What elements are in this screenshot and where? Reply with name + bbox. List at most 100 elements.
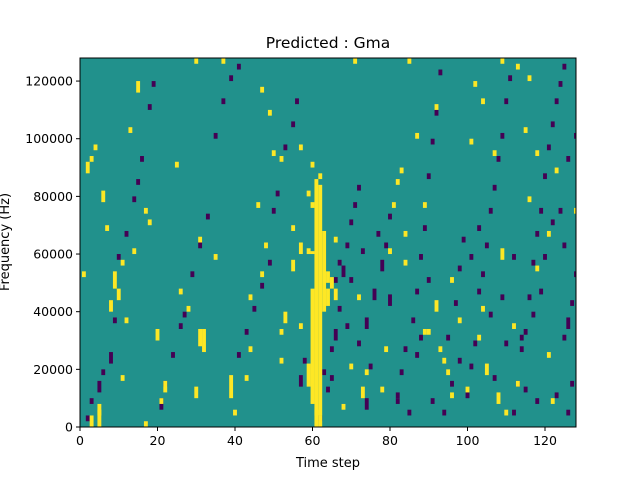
heatmap-cell-low xyxy=(244,328,249,335)
heatmap-cell-high xyxy=(310,202,315,208)
heatmap-cell-low xyxy=(546,144,551,151)
heatmap-cell-low xyxy=(469,254,474,260)
heatmap-cell-low xyxy=(543,254,547,260)
heatmap-cell-low xyxy=(395,392,400,399)
heatmap-cell-low xyxy=(523,328,528,335)
heatmap-cell-low xyxy=(407,409,412,416)
heatmap-cell-high xyxy=(93,144,98,151)
heatmap-cell-high xyxy=(120,259,125,266)
heatmap-cell-high xyxy=(481,305,485,312)
heatmap-cell-low xyxy=(388,213,392,220)
heatmap-cell-low xyxy=(419,254,423,260)
heatmap-cell-high xyxy=(512,323,516,329)
heatmap-cell-high xyxy=(469,138,474,145)
heatmap-cell-high xyxy=(360,386,365,399)
heatmap-cell-high xyxy=(310,161,315,168)
heatmap-cell-low xyxy=(531,311,536,318)
heatmap-cell-low xyxy=(326,386,330,393)
heatmap-cell-low xyxy=(360,248,365,255)
heatmap-cell-low xyxy=(457,265,462,272)
heatmap-cell-low xyxy=(101,369,106,376)
x-tick-label: 0 xyxy=(76,433,84,448)
heatmap-cell-high xyxy=(399,167,404,174)
heatmap-cell-low xyxy=(558,81,563,87)
heatmap-cell-low xyxy=(109,352,113,364)
heatmap-cell-low xyxy=(535,230,540,237)
heatmap-cell-high xyxy=(496,392,501,404)
heatmap-cell-high xyxy=(248,346,253,353)
heatmap-cell-high xyxy=(322,230,327,312)
heatmap-cell-high xyxy=(318,173,323,180)
heatmap-cell-low xyxy=(132,196,137,203)
y-axis-ticks: 0 20000 40000 60000 80000 100000 120000 xyxy=(25,74,80,435)
heatmap-cell-high xyxy=(438,346,443,353)
y-tick-label: 40000 xyxy=(33,304,73,319)
heatmap-cell-high xyxy=(267,109,272,116)
heatmap-cell-low xyxy=(434,109,439,116)
heatmap-cell-low xyxy=(550,219,555,226)
heatmap-cell-low xyxy=(473,340,478,347)
heatmap-cell-low xyxy=(426,173,431,180)
heatmap-cell-high xyxy=(155,328,160,341)
heatmap-cell-high xyxy=(349,363,354,370)
heatmap-cell-low xyxy=(213,132,218,139)
heatmap-cell-low xyxy=(140,156,144,162)
heatmap-cell-low xyxy=(461,236,466,243)
heatmap-cell-high xyxy=(116,288,121,301)
heatmap-cell-low xyxy=(368,363,373,370)
heatmap-cell-low xyxy=(345,242,350,249)
heatmap-cell-low xyxy=(574,271,576,278)
heatmap-cell-low xyxy=(229,75,234,82)
heatmap-cell-low xyxy=(477,225,482,231)
heatmap-cell-low xyxy=(388,294,392,306)
heatmap-cell-low xyxy=(492,375,497,381)
heatmap-cell-low xyxy=(419,334,423,341)
heatmap-cell-low xyxy=(333,328,338,341)
y-tick-label: 20000 xyxy=(33,362,73,377)
heatmap-cell-low xyxy=(488,311,493,318)
heatmap-cell-low xyxy=(151,81,156,87)
heatmap-cell-high xyxy=(314,409,319,427)
heatmap-cell-high xyxy=(298,323,303,329)
heatmap-cell-high xyxy=(535,150,540,157)
heatmap-cell-high xyxy=(306,363,311,387)
heatmap-cell-high xyxy=(353,58,358,64)
heatmap-cell-high xyxy=(380,386,385,393)
heatmap-cell-low xyxy=(543,173,547,180)
heatmap-cell-high xyxy=(422,328,427,335)
x-tick-label: 100 xyxy=(456,433,480,448)
plot-frame xyxy=(79,57,577,428)
heatmap-cell-low xyxy=(283,144,288,151)
heatmap-cell-low xyxy=(112,317,117,324)
heatmap-cell-high xyxy=(256,202,261,208)
heatmap-cell-low xyxy=(302,357,307,364)
chart-title: Predicted : Gma xyxy=(266,34,390,52)
heatmap-cell-high xyxy=(143,207,148,214)
plot-area xyxy=(79,57,577,428)
heatmap-cell-high xyxy=(279,357,284,364)
heatmap-cell-high xyxy=(554,167,559,174)
heatmap-cell-high xyxy=(271,150,276,157)
heatmap-cell-low xyxy=(469,363,474,370)
heatmap-cell-high xyxy=(341,403,346,410)
heatmap-cell-high xyxy=(527,75,532,82)
heatmap-cell-high xyxy=(318,415,323,427)
heatmap-cell-low xyxy=(275,190,280,197)
heatmap-cell-low xyxy=(349,219,354,226)
heatmap-cell-low xyxy=(372,288,377,301)
heatmap-cell-low xyxy=(504,340,509,347)
y-tick-label: 120000 xyxy=(25,74,73,89)
heatmap-cell-high xyxy=(291,225,296,231)
heatmap-cell-low xyxy=(562,63,567,70)
heatmap-cell-high xyxy=(194,386,199,399)
heatmap-cell-high xyxy=(384,346,389,353)
heatmap-cell-low xyxy=(496,156,501,162)
heatmap-cell-high xyxy=(450,277,454,283)
heatmap-cell-low xyxy=(357,340,361,347)
heatmap-cell-high xyxy=(310,288,315,404)
heatmap-cell-low xyxy=(341,265,346,278)
heatmap-cell-high xyxy=(124,317,129,324)
heatmap-cell-low xyxy=(562,242,567,249)
heatmap-cell-low xyxy=(512,254,516,260)
